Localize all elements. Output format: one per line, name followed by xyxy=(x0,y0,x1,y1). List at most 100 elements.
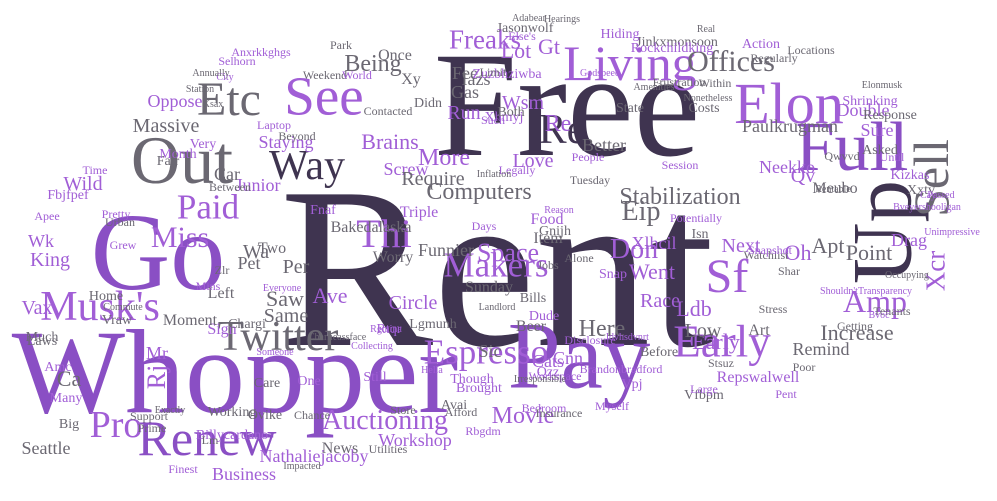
cloud-word: Brought xyxy=(456,381,502,396)
cloud-word: Else's xyxy=(508,29,536,43)
cloud-word: Locations xyxy=(787,43,835,57)
cloud-word: Staying xyxy=(258,132,314,152)
cloud-word: Stsuz xyxy=(707,356,735,370)
cloud-word: Espresso xyxy=(423,332,549,372)
cloud-word: Next xyxy=(721,235,761,257)
cloud-word: Pretty xyxy=(101,207,131,221)
cloud-word: Here xyxy=(578,316,626,342)
cloud-word: Lgmunh xyxy=(409,317,457,332)
cloud-word: Out xyxy=(131,122,233,198)
cloud-word: Didn xyxy=(414,96,442,111)
cloud-word: Full xyxy=(795,109,909,186)
cloud-word: Lm xyxy=(201,433,219,447)
cloud-word: Though xyxy=(450,372,494,387)
cloud-word: Grew xyxy=(109,238,137,252)
cloud-word: News xyxy=(321,440,359,457)
cloud-word: Rbgdm xyxy=(465,424,501,438)
cloud-word: Urban xyxy=(105,215,135,229)
cloud-word: Triple xyxy=(399,204,439,221)
cloud-word: Space xyxy=(476,238,540,267)
cloud-word: Way xyxy=(269,143,345,189)
cloud-word: Left xyxy=(207,285,235,302)
cloud-word: City xyxy=(216,72,234,83)
cloud-word: Both xyxy=(497,105,525,120)
cloud-word: Bills xyxy=(519,291,547,306)
cloud-word: Response xyxy=(863,108,917,123)
cloud-word: Oppose xyxy=(147,91,203,111)
cloud-word: Nonetheless xyxy=(683,93,733,104)
cloud-word: Race xyxy=(640,290,680,312)
cloud-word: Legally xyxy=(498,163,536,177)
cloud-word: Pet xyxy=(237,253,261,273)
cloud-word: Snapshot xyxy=(747,243,793,257)
cloud-shape xyxy=(14,6,984,498)
cloud-word: Junior xyxy=(235,175,281,195)
cloud-word: Irresponsible xyxy=(513,374,567,385)
cloud-word: Utilities xyxy=(368,442,408,456)
cloud-word: Cats xyxy=(531,351,565,371)
cloud-word: Stress xyxy=(758,302,788,316)
cloud-word: Weekend xyxy=(302,68,348,82)
cloud-word: Snap xyxy=(599,267,627,282)
cloud-word: Art xyxy=(748,322,770,339)
cloud-word: Someone xyxy=(256,347,294,358)
cloud-word: Paid xyxy=(176,187,240,227)
cloud-word: Oh xyxy=(784,240,812,265)
cloud-word: Potentially xyxy=(670,211,722,225)
cloud-word: Cay xyxy=(919,190,937,201)
cloud-word: Wild xyxy=(63,173,103,195)
cloud-word: Support xyxy=(129,409,169,423)
cloud-word: Wk xyxy=(28,231,54,251)
cloud-word: Selhorn xyxy=(218,54,256,68)
cloud-word: Shrinking xyxy=(842,94,898,109)
cloud-word: Between xyxy=(209,180,251,194)
cloud-word: Food xyxy=(530,211,564,228)
cloud-word: Passed xyxy=(927,190,955,201)
cloud-word: Rockchildking xyxy=(630,41,714,56)
cloud-word: Myself xyxy=(595,399,629,413)
cloud-word: People xyxy=(571,150,605,164)
cloud-word: Home xyxy=(88,289,124,304)
cloud-word: Low xyxy=(684,320,722,342)
cloud-word: Tuesday xyxy=(569,173,611,187)
cloud-word: Fee xyxy=(452,63,478,83)
cloud-word: Auctioning xyxy=(322,405,448,436)
cloud-word: Ave xyxy=(312,283,348,308)
cloud-word: Amp xyxy=(843,283,907,319)
cloud-word: Wsm xyxy=(501,92,545,114)
cloud-word: Remind xyxy=(792,339,850,359)
cloud-word: Run xyxy=(447,102,481,124)
cloud-word: Vraw xyxy=(101,313,133,328)
cloud-word: Go xyxy=(90,191,226,313)
cloud-word: Renew xyxy=(137,410,277,466)
cloud-word: Per xyxy=(282,256,310,278)
cloud-word: Sunday xyxy=(465,279,513,296)
cloud-word: Xxtv xyxy=(907,183,935,198)
cloud-word: Alone xyxy=(564,251,594,265)
cloud-word: Vpj xyxy=(621,377,643,392)
cloud-word: Regularly xyxy=(750,51,798,65)
cloud-word: Within xyxy=(698,76,732,90)
cloud-word: Whopper xyxy=(11,305,459,438)
cloud-word: Thi xyxy=(356,211,412,256)
cloud-word: Dude xyxy=(528,309,560,324)
cloud-word: Fnaf xyxy=(310,203,336,218)
cloud-word: Workshop xyxy=(378,430,452,450)
cloud-word: Eip xyxy=(621,196,661,227)
cloud-word: Qv xyxy=(790,165,816,187)
cloud-word: Large xyxy=(690,382,718,396)
cloud-word: Being xyxy=(344,51,402,77)
cloud-word: Require xyxy=(401,168,465,190)
cloud-word: Beyond xyxy=(278,129,316,143)
cloud-word: Limit xyxy=(479,65,507,79)
cloud-word: Went xyxy=(629,259,675,284)
cloud-word: Massive xyxy=(132,115,200,137)
cloud-word: Bakedalaska xyxy=(330,219,412,236)
cloud-word: Cnn xyxy=(552,348,584,368)
cloud-word: Frustration xyxy=(652,75,706,89)
cloud-word: Exactly xyxy=(154,405,186,416)
cloud-word: Xlhcil xyxy=(631,233,677,253)
cloud-word: Such xyxy=(481,113,505,127)
cloud-word: Apee xyxy=(34,209,60,223)
cloud-word: Poor xyxy=(792,360,816,374)
